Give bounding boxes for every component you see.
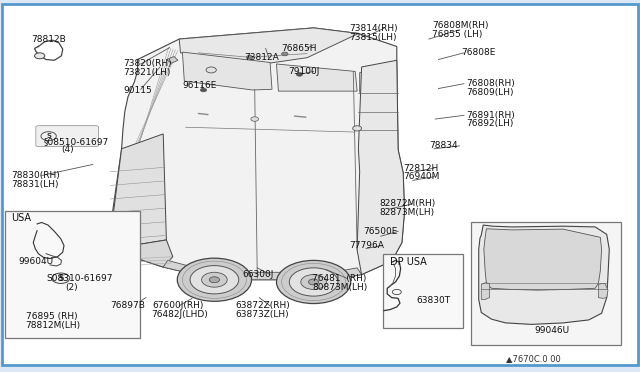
Polygon shape: [109, 28, 404, 280]
Text: ▲7670C.0 00: ▲7670C.0 00: [506, 354, 561, 363]
Polygon shape: [276, 64, 357, 91]
Text: 96116E: 96116E: [182, 81, 217, 90]
Text: 63830T: 63830T: [416, 296, 450, 305]
Text: 99046U: 99046U: [534, 326, 570, 335]
Text: 82872M(RH): 82872M(RH): [379, 199, 435, 208]
Circle shape: [52, 273, 70, 283]
Circle shape: [289, 268, 338, 296]
Polygon shape: [182, 52, 272, 90]
Polygon shape: [163, 260, 362, 280]
Text: S: S: [46, 133, 51, 139]
Text: 76940M: 76940M: [403, 172, 440, 181]
Text: S: S: [58, 274, 63, 283]
Polygon shape: [484, 229, 602, 290]
Text: 78831(LH): 78831(LH): [12, 180, 59, 189]
Text: 76897B: 76897B: [110, 301, 145, 310]
Polygon shape: [360, 73, 397, 93]
Circle shape: [308, 279, 319, 285]
Text: 76892(LH): 76892(LH): [466, 119, 513, 128]
Circle shape: [209, 277, 220, 283]
Circle shape: [392, 289, 401, 295]
Polygon shape: [479, 225, 609, 324]
Text: 76895 (RH): 76895 (RH): [26, 312, 77, 321]
Text: 78812M(LH): 78812M(LH): [26, 321, 81, 330]
Text: 73812A: 73812A: [244, 53, 279, 62]
Text: 78834: 78834: [429, 141, 458, 150]
Text: 76865H: 76865H: [282, 44, 317, 53]
Circle shape: [190, 266, 239, 294]
Text: S08310-61697: S08310-61697: [46, 274, 113, 283]
Text: 90115: 90115: [124, 86, 152, 94]
Polygon shape: [179, 28, 358, 63]
Polygon shape: [109, 240, 173, 267]
Polygon shape: [166, 57, 178, 63]
Text: 66300J: 66300J: [242, 270, 273, 279]
Circle shape: [206, 67, 216, 73]
FancyBboxPatch shape: [2, 4, 638, 365]
Text: 73821(LH): 73821(LH): [124, 68, 171, 77]
Text: (4): (4): [61, 145, 74, 154]
Text: 80873M(LH): 80873M(LH): [312, 283, 367, 292]
Circle shape: [251, 117, 259, 121]
Text: 82873M(LH): 82873M(LH): [379, 208, 434, 217]
Text: 78830(RH): 78830(RH): [12, 171, 60, 180]
Text: 76808E: 76808E: [461, 48, 495, 57]
Text: 76482J(LHD): 76482J(LHD): [151, 310, 208, 319]
Text: 76808(RH): 76808(RH): [466, 79, 515, 88]
Circle shape: [353, 126, 362, 131]
FancyBboxPatch shape: [5, 211, 140, 338]
Text: 77796A: 77796A: [349, 241, 383, 250]
Text: 73820(RH): 73820(RH): [124, 60, 172, 68]
Circle shape: [41, 132, 56, 141]
Text: 76808M(RH): 76808M(RH): [432, 21, 488, 30]
Circle shape: [301, 275, 326, 289]
Text: 63873Z(LH): 63873Z(LH): [236, 310, 289, 319]
Text: DP USA: DP USA: [390, 257, 427, 267]
Text: 76891(RH): 76891(RH): [466, 111, 515, 120]
Text: 76500E: 76500E: [364, 227, 398, 236]
Circle shape: [246, 55, 253, 59]
FancyBboxPatch shape: [383, 254, 463, 328]
Text: 63872Z(RH): 63872Z(RH): [236, 301, 291, 310]
Text: 67600J(RH): 67600J(RH): [152, 301, 204, 310]
Polygon shape: [357, 60, 404, 275]
Circle shape: [35, 53, 45, 59]
Text: USA: USA: [12, 213, 31, 222]
Circle shape: [177, 258, 252, 301]
Circle shape: [200, 88, 207, 92]
Text: (2): (2): [65, 283, 78, 292]
Circle shape: [276, 260, 351, 304]
Text: 99604U: 99604U: [18, 257, 53, 266]
Text: 73814(RH): 73814(RH): [349, 24, 397, 33]
Text: 79100J: 79100J: [288, 67, 319, 76]
FancyBboxPatch shape: [471, 222, 621, 345]
Text: 73815(LH): 73815(LH): [349, 33, 396, 42]
Text: 72812H: 72812H: [403, 164, 438, 173]
Circle shape: [296, 73, 303, 76]
Circle shape: [282, 52, 288, 56]
Text: 76481  (RH): 76481 (RH): [312, 274, 367, 283]
Text: §08510-61697: §08510-61697: [44, 137, 109, 146]
Polygon shape: [598, 283, 608, 298]
Text: 76855 (LH): 76855 (LH): [432, 30, 483, 39]
Polygon shape: [481, 283, 490, 299]
FancyBboxPatch shape: [36, 126, 99, 147]
Text: 76809(LH): 76809(LH): [466, 88, 513, 97]
Polygon shape: [109, 134, 166, 249]
Text: 78812B: 78812B: [31, 35, 65, 44]
Circle shape: [202, 272, 227, 287]
